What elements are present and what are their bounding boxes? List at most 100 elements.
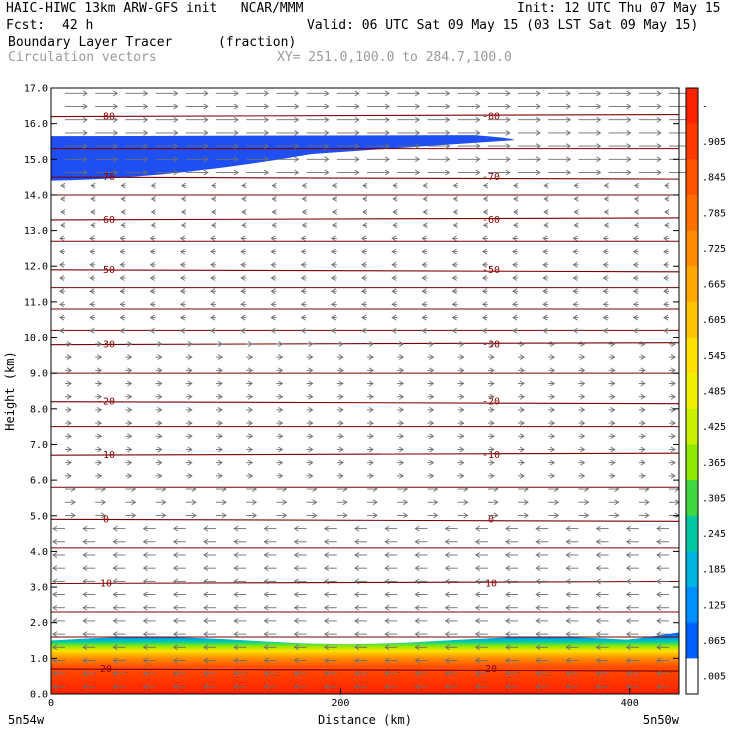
forecast-hour: 42 h	[62, 18, 94, 33]
vector-head	[112, 552, 118, 558]
colorbar-swatch	[686, 551, 698, 588]
vector-head	[294, 103, 300, 110]
contour-label: 20	[100, 664, 112, 675]
vector-head	[670, 433, 676, 440]
vector-head	[489, 407, 495, 413]
vector-head	[633, 209, 640, 215]
vector-head	[553, 499, 560, 506]
vector-head	[626, 156, 632, 163]
vector-head	[573, 182, 579, 189]
colorbar-label: .245	[702, 529, 726, 540]
vector-head	[512, 314, 518, 321]
vector-head	[452, 222, 458, 229]
vector-head	[59, 314, 65, 321]
vector-head	[580, 393, 586, 400]
vector-head	[452, 182, 458, 189]
vector-head	[82, 103, 88, 110]
vector-head	[414, 683, 420, 690]
plot-area	[51, 88, 679, 694]
vector-head	[308, 446, 314, 453]
vector-head	[610, 459, 616, 466]
vector-head	[187, 459, 193, 466]
vector-head	[482, 195, 489, 202]
vector-head	[66, 380, 72, 387]
vector-head	[179, 288, 186, 295]
vector-head	[549, 420, 556, 426]
vector-head	[203, 103, 209, 110]
vector-head	[354, 90, 360, 97]
contour-label: -10	[97, 450, 115, 461]
vector-head	[398, 446, 405, 453]
vector-head	[150, 195, 156, 202]
vector-head	[632, 314, 639, 321]
vector-head	[421, 248, 427, 255]
vector-head	[523, 499, 529, 506]
vector-head	[323, 578, 330, 585]
vector-head	[474, 578, 481, 585]
vector-head	[112, 169, 119, 176]
vector-head	[493, 499, 499, 506]
vector-head	[535, 644, 541, 651]
vector-head	[512, 248, 518, 255]
vector-head	[565, 644, 571, 651]
vector-head	[535, 156, 541, 163]
vector-head	[444, 525, 450, 532]
vector-head	[482, 182, 489, 189]
vector-head	[187, 420, 193, 426]
vector-head	[52, 578, 58, 585]
vector-head	[505, 670, 511, 677]
vector-head	[656, 143, 662, 149]
vector-head	[210, 275, 216, 281]
vector-head	[294, 116, 300, 123]
temperature-contour	[50, 217, 680, 221]
vector-head	[656, 604, 662, 611]
vector-head	[52, 565, 58, 572]
vector-head	[535, 525, 541, 532]
vector-head	[656, 683, 662, 690]
vector-head	[89, 275, 95, 281]
vector-head	[489, 446, 495, 453]
vector-head	[217, 420, 223, 426]
vector-head	[633, 222, 640, 229]
vector-head	[505, 578, 511, 585]
vector-head	[180, 195, 187, 202]
vector-head	[240, 235, 246, 242]
vector-head	[210, 327, 216, 334]
vector-head	[293, 578, 299, 585]
vector-head	[384, 670, 390, 677]
vector-head	[112, 657, 118, 664]
vector-head	[119, 261, 125, 268]
vector-head	[308, 420, 314, 426]
vector-head	[632, 275, 639, 281]
vector-head	[445, 90, 451, 97]
vector-head	[278, 420, 284, 426]
vector-head	[172, 644, 179, 651]
colorbar-label: .305	[702, 493, 726, 504]
colorbar-frame	[685, 87, 699, 695]
vector-head	[610, 354, 616, 361]
vector-head	[293, 618, 299, 624]
vector-head	[263, 156, 270, 163]
vector-head	[391, 248, 397, 255]
vector-head	[233, 565, 239, 572]
vector-head	[433, 486, 439, 492]
vector-head	[263, 552, 269, 558]
vector-head	[210, 314, 216, 321]
vector-head	[82, 130, 88, 136]
vector-head	[179, 248, 186, 255]
right-endpoint-label: 5n50w	[643, 713, 680, 727]
vector-head	[271, 195, 277, 202]
colorbar-label: .665	[702, 280, 726, 291]
vector-head	[572, 235, 578, 242]
vector-head	[263, 578, 269, 585]
vector-head	[402, 512, 409, 519]
vector-head	[221, 512, 227, 519]
vector-head	[444, 578, 450, 585]
vector-head	[70, 512, 76, 519]
vector-head	[112, 156, 119, 163]
vector-head	[270, 261, 276, 268]
vector-head	[664, 222, 670, 229]
vector-head	[60, 195, 66, 202]
vector-head	[161, 499, 167, 506]
vector-head	[625, 538, 632, 545]
